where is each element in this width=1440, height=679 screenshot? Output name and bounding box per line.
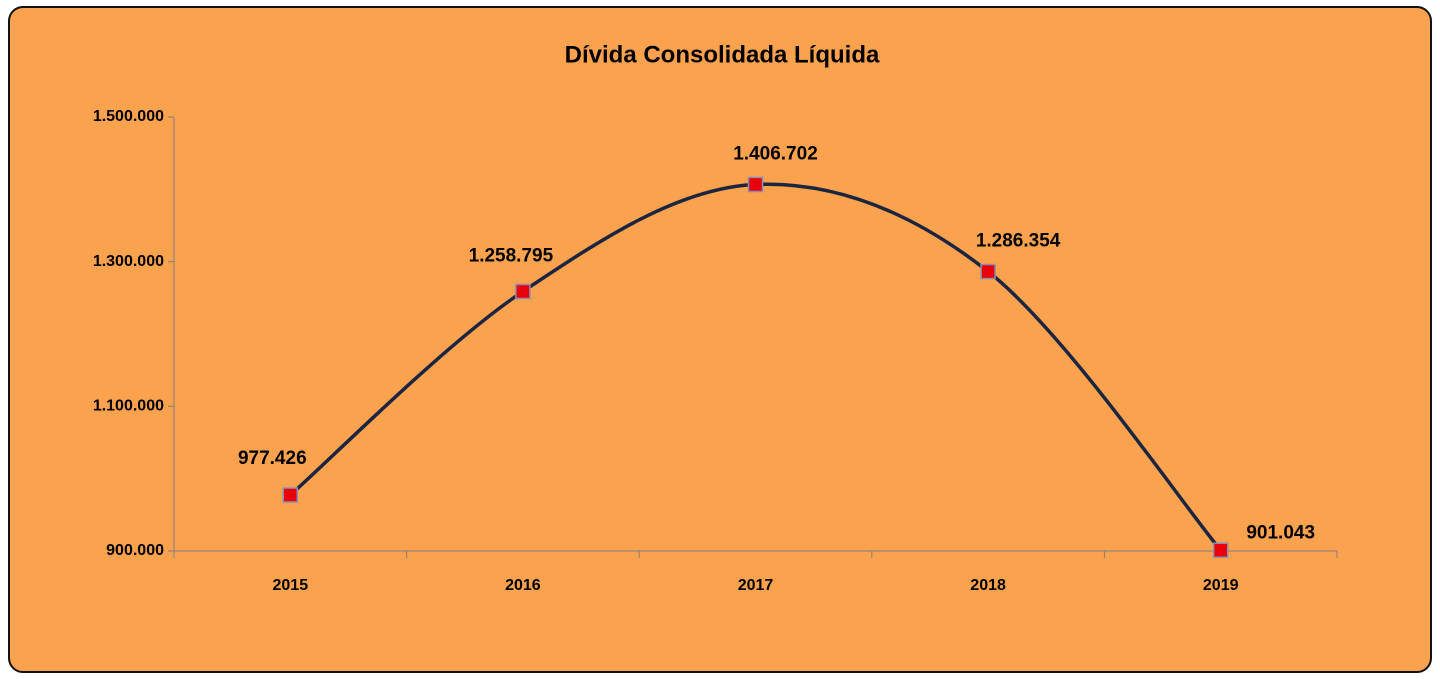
value-label: 977.426 [238,448,307,469]
marker [515,283,531,300]
value-label: 901.043 [1246,522,1315,543]
x-tick-label: 2017 [738,577,774,594]
y-tick-label: 1.300.000 [93,253,164,270]
y-tick-label: 900.000 [106,542,164,559]
marker [282,487,299,503]
value-label: 1.258.795 [469,245,554,266]
x-tick-label: 2015 [273,577,309,594]
value-label: 1.406.702 [733,144,818,165]
marker [980,263,996,280]
x-tick-label: 2019 [1203,577,1239,594]
y-tick-label: 1.100.000 [93,398,164,415]
value-label: 1.286.354 [976,231,1061,252]
chart-title: Dívida Consolidada Líquida [565,41,880,68]
marker [747,176,764,193]
x-tick-label: 2018 [970,577,1006,594]
y-tick-label: 1.500.000 [93,108,164,125]
marker [1212,542,1229,558]
chart-background [8,6,1432,673]
x-tick-label: 2016 [505,577,541,594]
